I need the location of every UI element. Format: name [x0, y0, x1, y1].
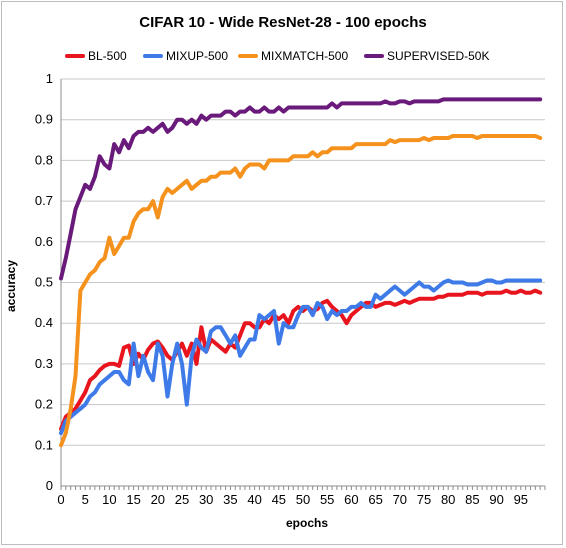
y-tick-label: 0: [46, 478, 53, 493]
x-tick-label: 15: [126, 492, 140, 507]
x-axis-label: epochs: [286, 516, 328, 530]
y-tick-label: 0.8: [35, 152, 53, 167]
y-tick-label: 0.3: [35, 356, 53, 371]
legend-item-mixup-500: MIXUP-500: [143, 49, 228, 63]
legend: BL-500 MIXUP-500 MIXMATCH-500 SUPERVISED-50…: [65, 49, 490, 63]
y-tick-label: 0.5: [35, 275, 53, 290]
x-tick-label: 5: [82, 492, 89, 507]
x-tick-label: 70: [393, 492, 407, 507]
x-tick-label: 40: [247, 492, 261, 507]
legend-item-mixmatch-500: MIXMATCH-500: [238, 49, 348, 63]
y-tick-label: 0.2: [35, 397, 53, 412]
x-tick-label: 35: [223, 492, 237, 507]
y-tick-labels: 0 0.1 0.2 0.3 0.4 0.5 0.6 0.7 0.8 0.9 1: [35, 71, 53, 493]
axes: [60, 79, 546, 490]
x-tick-label: 55: [320, 492, 334, 507]
x-tick-label: 0: [57, 492, 64, 507]
series-line-mixmatch-500: [59, 134, 543, 448]
y-tick-label: 1: [46, 71, 53, 86]
legend-item-supervised-50k: SUPERVISED-50K: [364, 49, 490, 63]
y-tick-label: 0.9: [35, 112, 53, 127]
legend-item-bl-500: BL-500: [65, 49, 127, 63]
x-tick-label: 10: [102, 492, 116, 507]
gridlines: [61, 78, 545, 446]
x-tick-label: 25: [175, 492, 189, 507]
legend-label: MIXUP-500: [166, 49, 228, 63]
x-tick-label: 60: [344, 492, 358, 507]
chart-title: CIFAR 10 - Wide ResNet-28 - 100 epochs: [139, 14, 426, 31]
x-tick-label: 20: [151, 492, 165, 507]
x-tick-label: 90: [489, 492, 503, 507]
legend-label: MIXMATCH-500: [261, 49, 348, 63]
y-tick-label: 0.4: [35, 315, 53, 330]
legend-label: BL-500: [88, 49, 127, 63]
x-tick-labels: 0 5 10 15 20 25 30 35 40 45 50 55 60 65 70 75 80 85 90 95: [57, 492, 528, 507]
series-line-supervised-50k: [59, 97, 543, 281]
y-axis-label: accuracy: [4, 260, 18, 312]
x-tick-label: 95: [514, 492, 528, 507]
x-tick-label: 50: [296, 492, 310, 507]
y-tick-label: 0.6: [35, 234, 53, 249]
series-lines: [59, 97, 543, 448]
x-tick-label: 85: [465, 492, 479, 507]
y-tick-label: 0.7: [35, 193, 53, 208]
x-tick-label: 65: [368, 492, 382, 507]
series-line-mixup-500: [59, 278, 543, 436]
x-tick-label: 30: [199, 492, 213, 507]
x-tick-label: 80: [441, 492, 455, 507]
y-tick-label: 0.1: [35, 437, 53, 452]
legend-label: SUPERVISED-50K: [387, 49, 490, 63]
x-tick-label: 45: [272, 492, 286, 507]
x-tick-label: 75: [417, 492, 431, 507]
